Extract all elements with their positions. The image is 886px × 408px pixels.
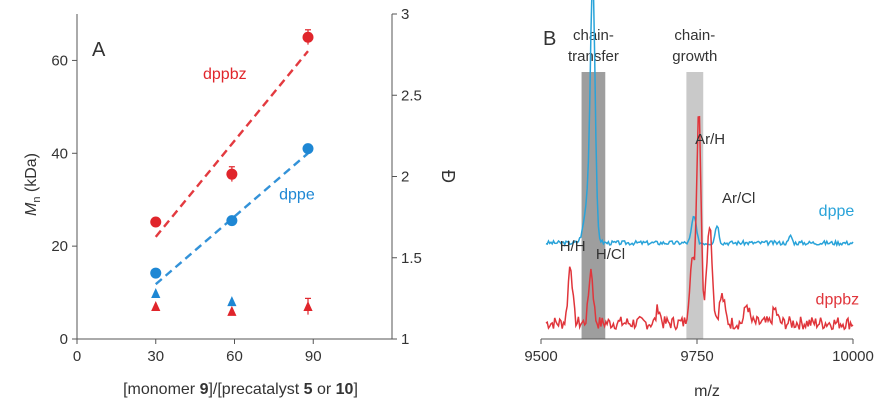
data-point-circle bbox=[150, 267, 162, 279]
data-point-circle bbox=[226, 215, 238, 227]
data-point-circle bbox=[226, 168, 238, 180]
data-point-circle bbox=[302, 31, 314, 43]
spectrum-dppe bbox=[545, 0, 854, 248]
x-tick-label: 60 bbox=[226, 348, 243, 365]
x-tick-label: 9500 bbox=[524, 348, 557, 365]
x-tick-label: 30 bbox=[147, 348, 164, 365]
data-point-triangle bbox=[303, 301, 313, 311]
band-0 bbox=[581, 72, 606, 339]
data-point-triangle bbox=[151, 301, 161, 311]
annotation-H-H: H/H bbox=[560, 238, 586, 255]
series-label-dppe: dppe bbox=[279, 187, 315, 204]
y2-tick-label: 2.5 bbox=[401, 87, 422, 104]
y-tick-label: 40 bbox=[51, 145, 68, 162]
x-axis-label: [monomer 9]/[precatalyst 5 or 10] bbox=[123, 381, 358, 398]
band-label: chain- bbox=[674, 27, 715, 44]
y2-tick-label: 3 bbox=[401, 6, 409, 23]
y-tick-label: 60 bbox=[51, 52, 68, 69]
x-tick-label: 10000 bbox=[832, 348, 874, 365]
panel-label-a: A bbox=[92, 39, 106, 61]
annotation-Ar-H: Ar/H bbox=[695, 131, 725, 148]
data-point-circle bbox=[150, 216, 162, 228]
fit-line-dppe bbox=[154, 152, 309, 286]
annotation-dppbz: dppbz bbox=[816, 291, 860, 308]
series-label-dppbz: dppbz bbox=[203, 66, 247, 83]
band-label: transfer bbox=[568, 48, 619, 65]
fit-line-dppbz bbox=[154, 50, 309, 238]
y2-tick-label: 1.5 bbox=[401, 250, 422, 267]
annotation-dppe: dppe bbox=[819, 203, 855, 220]
spectrum-dppbz bbox=[545, 115, 854, 331]
annotation-H-Cl: H/Cl bbox=[596, 246, 625, 263]
x-axis-label: m/z bbox=[694, 383, 720, 400]
y-tick-label: 0 bbox=[60, 331, 68, 348]
panel-b: chain-transfer chain-growth 9500 9750 10000 m… bbox=[524, 0, 874, 400]
data-point-triangle bbox=[151, 288, 161, 298]
panel-label-b: B bbox=[543, 28, 556, 50]
panel-a: 0 30 60 90 0 20 40 60 1 1.5 2 2.5 3 A Mn (kDa) Đ [monome… bbox=[23, 6, 458, 398]
y-axis-label: Mn (kDa) bbox=[23, 153, 43, 216]
band-label: growth bbox=[672, 48, 717, 65]
y2-tick-label: 1 bbox=[401, 331, 409, 348]
x-tick-label: 90 bbox=[305, 348, 322, 365]
y2-tick-label: 2 bbox=[401, 169, 409, 186]
band-label: chain- bbox=[573, 27, 614, 44]
data-point-circle bbox=[302, 143, 314, 155]
x-tick-label: 0 bbox=[73, 348, 81, 365]
y2-axis-label: Đ bbox=[438, 170, 458, 183]
y-tick-label: 20 bbox=[51, 238, 68, 255]
data-point-triangle bbox=[227, 305, 237, 316]
data-point-triangle bbox=[227, 296, 237, 307]
annotation-Ar-Cl: Ar/Cl bbox=[722, 190, 755, 207]
x-tick-label: 9750 bbox=[680, 348, 713, 365]
